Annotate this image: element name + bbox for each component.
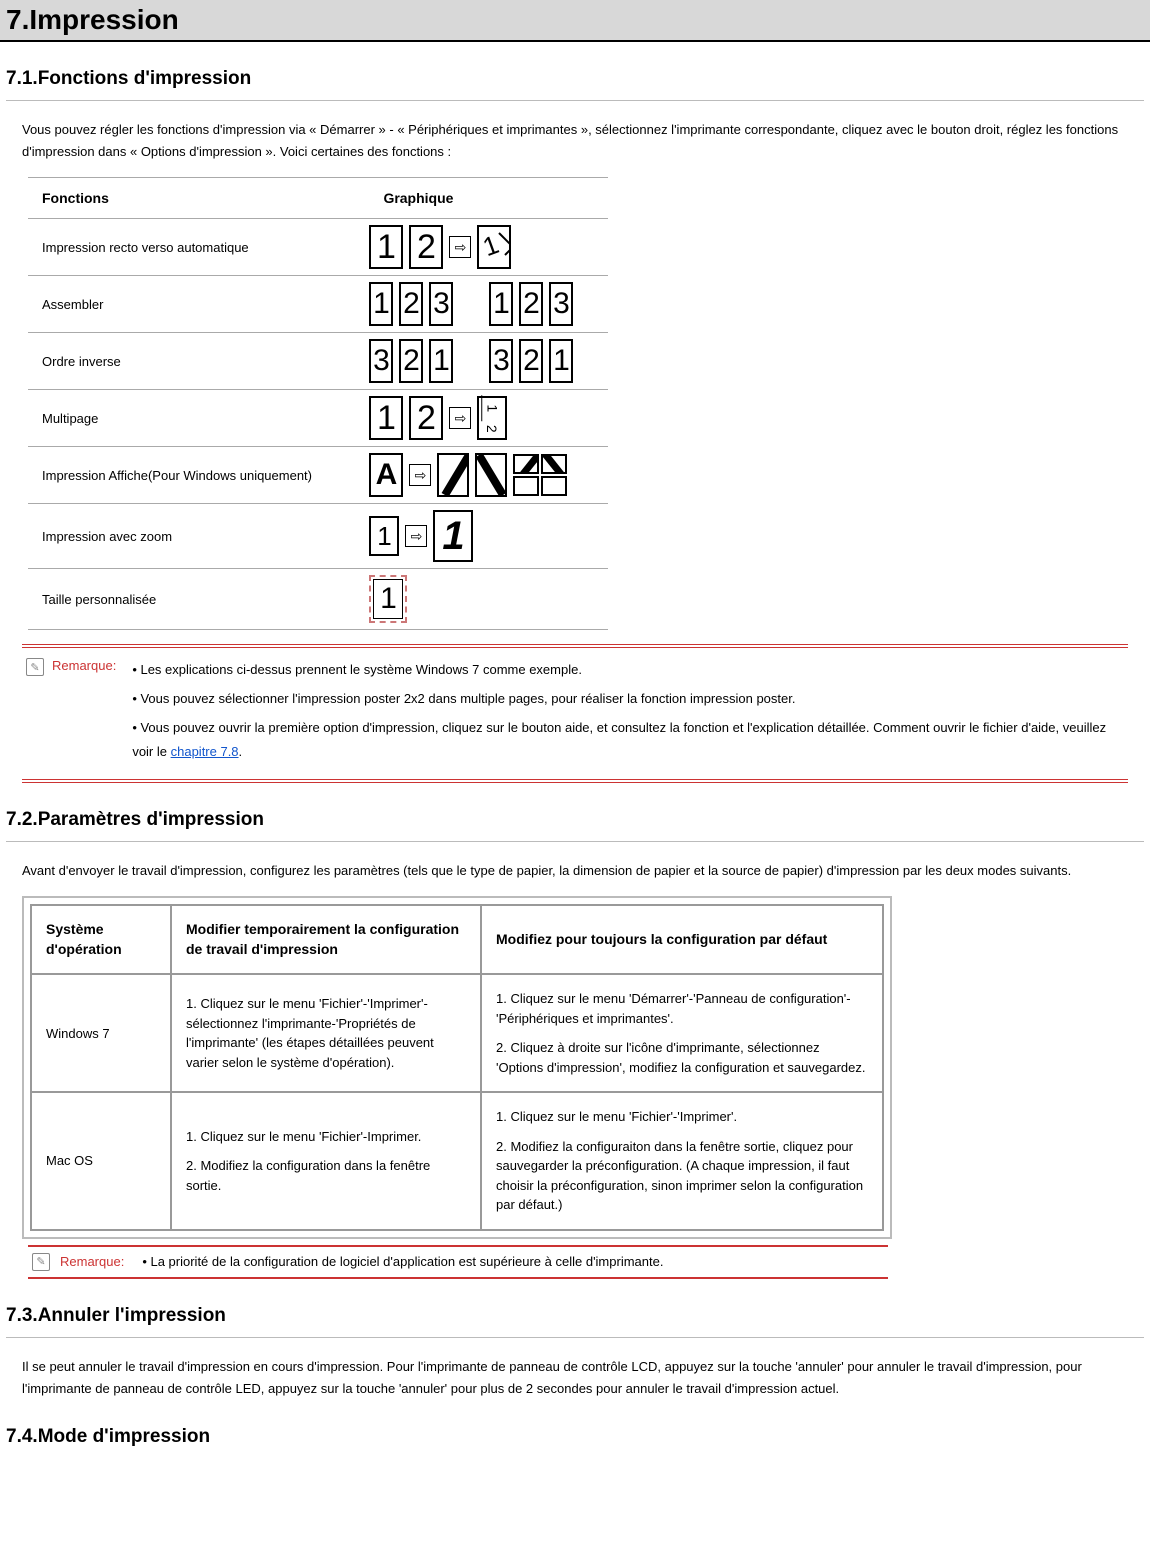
divider [6, 841, 1144, 842]
cell-os: Mac OS [31, 1092, 171, 1230]
note-label: Remarque: [60, 1254, 132, 1269]
section-7-1-title: 7.1.Fonctions d'impression [6, 68, 1150, 94]
cell-os: Windows 7 [31, 974, 171, 1092]
note-bullet: • Vous pouvez ouvrir la première option … [132, 716, 1124, 765]
table-row: Impression recto verso automatique 1 2 ⇨… [28, 219, 608, 276]
table-row: Impression avec zoom 1 ⇨ 1 [28, 504, 608, 569]
fn-label: Impression avec zoom [28, 504, 369, 569]
section-7-2-intro: Avant d'envoyer le travail d'impression,… [22, 860, 1128, 882]
note-body: • Les explications ci-dessus prennent le… [132, 658, 1124, 769]
functions-table: Fonctions Graphique Impression recto ver… [28, 177, 608, 630]
cell-perm: 1. Cliquez sur le menu 'Démarrer'-'Panne… [481, 974, 883, 1092]
fn-label: Taille personnalisée [28, 569, 369, 630]
note-bullet: • Les explications ci-dessus prennent le… [132, 658, 1124, 683]
cell-temp: 1. Cliquez sur le menu 'Fichier'-'Imprim… [171, 974, 481, 1092]
table-row: Windows 7 1. Cliquez sur le menu 'Fichie… [31, 974, 883, 1092]
fn-graphic-collate: 123 123 [369, 276, 608, 333]
section-7-4-title: 7.4.Mode d'impression [6, 1426, 1150, 1452]
table-row: Multipage 1 2 ⇨ 12 [28, 390, 608, 447]
section-7-3-body: Il se peut annuler le travail d'impressi… [22, 1356, 1128, 1400]
col-temp: Modifier temporairement la configuration… [171, 905, 481, 974]
fn-graphic-custom: 1 [369, 569, 608, 630]
col-os: Système d'opération [31, 905, 171, 974]
section-7-1-intro: Vous pouvez régler les fonctions d'impre… [22, 119, 1128, 163]
section-7-3-title: 7.3.Annuler l'impression [6, 1305, 1150, 1331]
fn-graphic-duplex: 1 2 ⇨ 1 [369, 219, 608, 276]
cell-perm: 1. Cliquez sur le menu 'Fichier'-'Imprim… [481, 1092, 883, 1230]
note-block-7-1: ✎ Remarque: • Les explications ci-dessus… [22, 644, 1128, 783]
note-icon: ✎ [32, 1253, 50, 1271]
table-header-row: Système d'opération Modifier temporairem… [31, 905, 883, 974]
col-perm: Modifiez pour toujours la configuration … [481, 905, 883, 974]
note-icon: ✎ [26, 658, 44, 676]
table-row: Impression Affiche(Pour Windows uniqueme… [28, 447, 608, 504]
fn-label: Ordre inverse [28, 333, 369, 390]
link-chapter-7-8[interactable]: chapitre 7.8 [171, 744, 239, 759]
settings-table: Système d'opération Modifier temporairem… [30, 904, 884, 1231]
divider [6, 100, 1144, 101]
note-text: • La priorité de la configuration de log… [142, 1254, 663, 1269]
settings-table-wrap: Système d'opération Modifier temporairem… [22, 896, 892, 1239]
col-graphique: Graphique [369, 178, 608, 219]
table-header-row: Fonctions Graphique [28, 178, 608, 219]
page-title: 7.Impression [0, 0, 1150, 42]
fn-graphic-zoom: 1 ⇨ 1 [369, 504, 608, 569]
fn-graphic-poster: A ⇨ [369, 447, 608, 504]
fn-graphic-reverse: 321 321 [369, 333, 608, 390]
note-bullet: • Vous pouvez sélectionner l'impression … [132, 687, 1124, 712]
note-label: Remarque: [52, 658, 124, 769]
note-block-7-2: ✎ Remarque: • La priorité de la configur… [28, 1245, 888, 1279]
cell-temp: 1. Cliquez sur le menu 'Fichier'-Imprime… [171, 1092, 481, 1230]
divider [6, 1337, 1144, 1338]
table-row: Assembler 123 123 [28, 276, 608, 333]
fn-label: Impression Affiche(Pour Windows uniqueme… [28, 447, 369, 504]
section-7-2-title: 7.2.Paramètres d'impression [6, 809, 1150, 835]
table-row: Ordre inverse 321 321 [28, 333, 608, 390]
table-row: Mac OS 1. Cliquez sur le menu 'Fichier'-… [31, 1092, 883, 1230]
fn-graphic-multipage: 1 2 ⇨ 12 [369, 390, 608, 447]
fn-label: Impression recto verso automatique [28, 219, 369, 276]
table-row: Taille personnalisée 1 [28, 569, 608, 630]
fn-label: Multipage [28, 390, 369, 447]
fn-label: Assembler [28, 276, 369, 333]
col-fonctions: Fonctions [28, 178, 369, 219]
